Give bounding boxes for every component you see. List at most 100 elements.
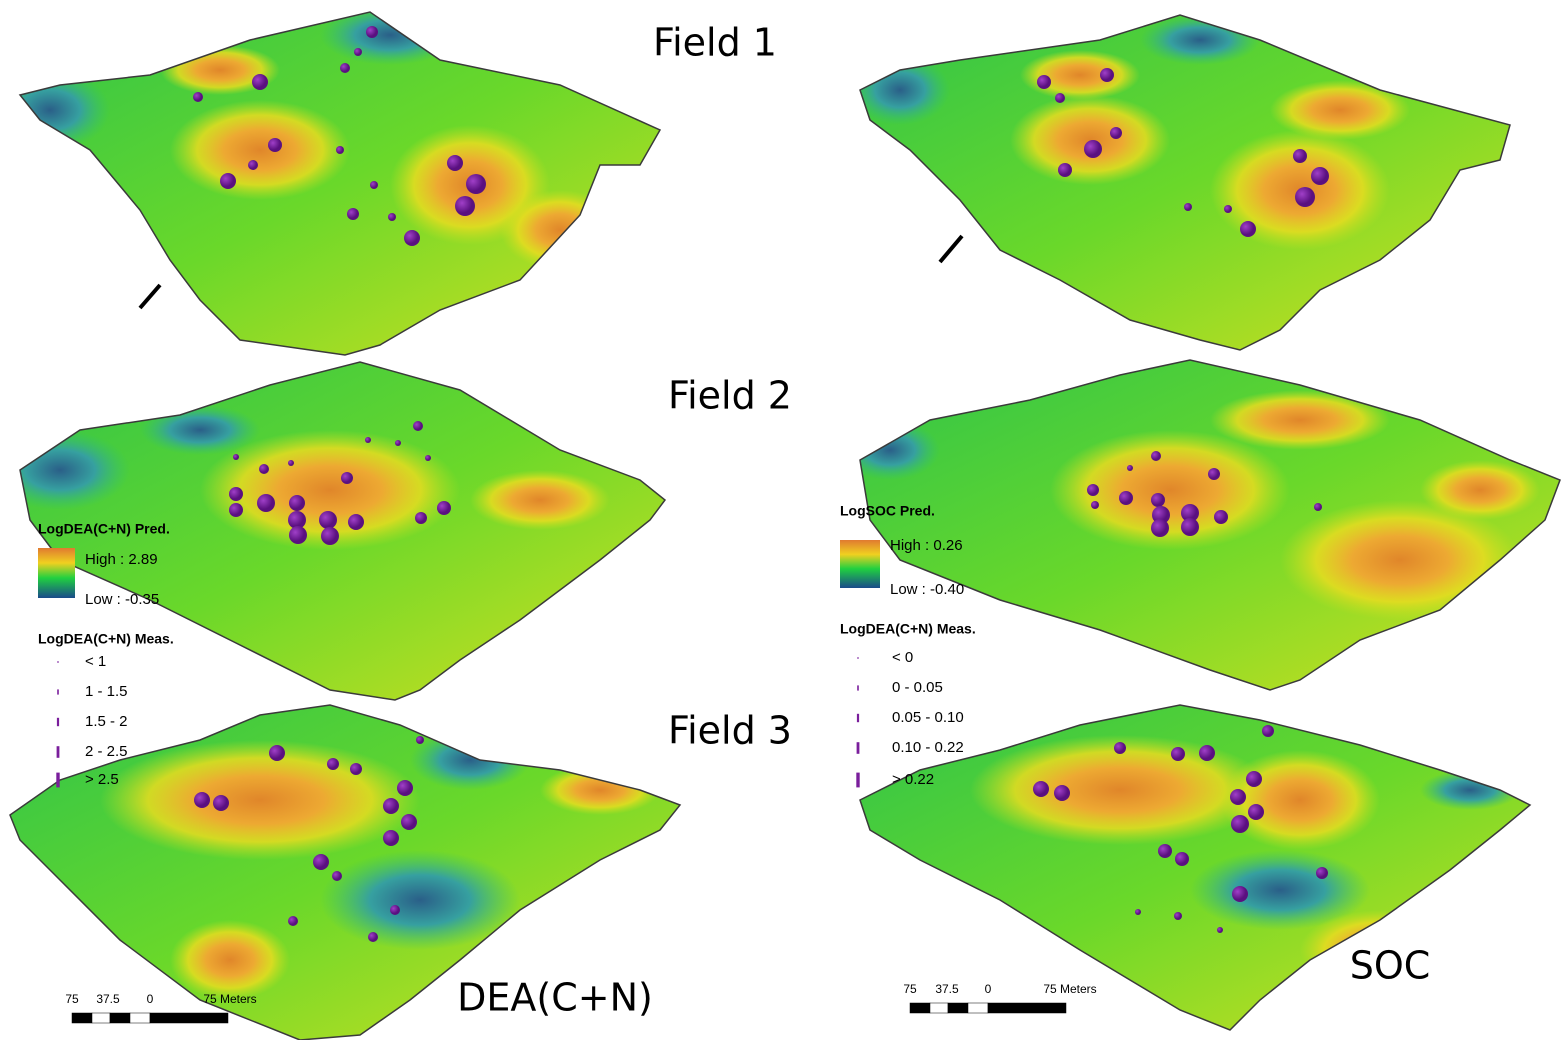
scale-bar <box>150 1013 228 1023</box>
sample-point <box>1091 501 1099 509</box>
sample-point <box>1037 75 1051 89</box>
sample-point <box>1151 493 1165 507</box>
sample-point <box>268 138 282 152</box>
sample-point <box>313 854 329 870</box>
sample-point <box>350 763 362 775</box>
scale-bar <box>910 1003 930 1013</box>
sample-point <box>1087 484 1099 496</box>
scale-label: 37.5 <box>935 982 959 996</box>
legend-symbol <box>857 685 859 690</box>
sample-point <box>1151 451 1161 461</box>
sample-point <box>1100 68 1114 82</box>
sample-point <box>447 155 463 171</box>
sample-point <box>327 758 339 770</box>
sample-point <box>336 146 344 154</box>
scale-bar <box>130 1013 150 1023</box>
sample-point <box>319 511 337 529</box>
sample-point <box>252 74 268 90</box>
sample-point <box>1232 886 1248 902</box>
sample-point <box>288 460 294 466</box>
high-area <box>1020 50 1140 100</box>
legend-class: 0.05 - 0.10 <box>892 709 964 726</box>
sample-point <box>233 454 239 460</box>
scale-label: 75 <box>903 982 917 996</box>
sample-point <box>1217 927 1223 933</box>
legend-symbol <box>857 714 859 722</box>
legend-symbol <box>857 742 860 754</box>
sample-point <box>1055 93 1065 103</box>
sample-point <box>1231 815 1249 833</box>
sample-point <box>1230 789 1246 805</box>
field-label: Field 1 <box>653 21 777 65</box>
sample-point <box>1316 867 1328 879</box>
legend-symbol <box>58 661 59 663</box>
sample-point <box>1246 771 1262 787</box>
sample-point <box>1240 221 1256 237</box>
north-mark <box>940 236 962 262</box>
sample-point <box>1158 844 1172 858</box>
sample-point <box>1184 203 1192 211</box>
sample-point <box>220 173 236 189</box>
sample-point <box>248 160 258 170</box>
scale-bar <box>948 1003 968 1013</box>
sample-point <box>348 514 364 530</box>
legend-symbol <box>858 657 859 659</box>
sample-point <box>425 455 431 461</box>
panel-label: DEA(C+N) <box>457 976 653 1020</box>
sample-point <box>416 736 424 744</box>
low-area <box>1420 770 1520 810</box>
sample-point <box>259 464 269 474</box>
legend-class: 1.5 - 2 <box>85 713 128 730</box>
sample-point <box>340 63 350 73</box>
sample-point <box>347 208 359 220</box>
sample-point <box>1084 140 1102 158</box>
legend-title: LogSOC Pred. <box>840 503 935 519</box>
sample-point <box>289 526 307 544</box>
low-area <box>850 55 950 125</box>
terrain-layer <box>0 5 1560 1040</box>
sample-point <box>269 745 285 761</box>
sample-point <box>413 421 423 431</box>
sample-point <box>390 905 400 915</box>
legend-symbol <box>57 746 60 758</box>
scale-label: 37.5 <box>96 992 120 1006</box>
sample-point <box>1033 781 1049 797</box>
legend-class: 2 - 2.5 <box>85 743 128 760</box>
sample-point <box>288 916 298 926</box>
sample-point <box>1174 912 1182 920</box>
sample-point <box>455 196 475 216</box>
sample-point <box>466 174 486 194</box>
legend-class: 0 - 0.05 <box>892 679 943 696</box>
sample-point <box>368 932 378 942</box>
scale-label: 0 <box>985 982 992 996</box>
high-area <box>1210 390 1390 450</box>
sample-point <box>401 814 417 830</box>
sample-point <box>1054 785 1070 801</box>
sample-point <box>1311 167 1329 185</box>
legend-title: LogDEA(C+N) Meas. <box>840 621 976 637</box>
sample-point <box>1175 852 1189 866</box>
surface-base <box>860 15 1510 350</box>
scale-bar <box>988 1003 1066 1013</box>
sample-point <box>341 472 353 484</box>
sample-point <box>383 798 399 814</box>
sample-point <box>1214 510 1228 524</box>
sample-point <box>404 230 420 246</box>
sample-point <box>397 780 413 796</box>
legend-title: LogDEA(C+N) Pred. <box>38 521 170 537</box>
high-area <box>470 470 610 530</box>
sample-point <box>1058 163 1072 177</box>
sample-point <box>1110 127 1122 139</box>
sample-point <box>1295 187 1315 207</box>
high-area <box>1420 460 1540 520</box>
sample-point <box>366 26 378 38</box>
color-ramp <box>38 548 75 598</box>
high-area <box>1050 430 1290 550</box>
high-area <box>100 740 420 860</box>
high-area <box>500 190 620 270</box>
sample-point <box>1314 503 1322 511</box>
legend-high: High : 2.89 <box>85 551 158 568</box>
legend-class: < 0 <box>892 649 913 666</box>
color-ramp <box>840 540 880 588</box>
sample-point <box>1127 465 1133 471</box>
